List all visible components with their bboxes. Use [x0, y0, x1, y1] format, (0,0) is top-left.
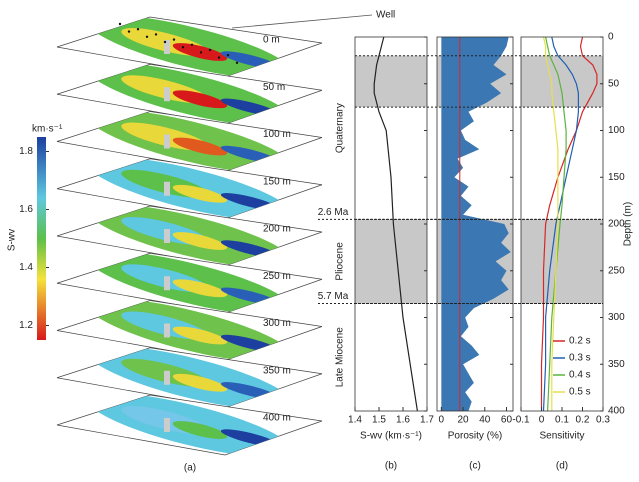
x-tick-label: 1.6 [396, 415, 410, 426]
panel-label: (a) [184, 463, 196, 474]
well-dot [127, 30, 131, 33]
x-tick-label: 0 [439, 415, 445, 426]
well-leader [231, 14, 373, 29]
colorbar [37, 137, 46, 340]
well-segment [164, 229, 170, 243]
x-tick-label: 1.7 [420, 415, 434, 426]
porosity-area [441, 37, 511, 411]
x-axis-label: S-wv (km·s⁻¹) [360, 431, 422, 442]
x-tick-label: 60 [501, 415, 513, 426]
slice-label: 400 m [263, 413, 291, 424]
x-axis-label: Porosity (%) [448, 431, 502, 442]
curve [542, 36, 579, 412]
x-tick-label: 0.1 [555, 415, 569, 426]
well-dot [136, 28, 140, 31]
panel-label: (c) [469, 461, 481, 472]
well-dot [226, 54, 230, 57]
colorbar-tick-label: 1.2 [19, 320, 33, 331]
slice-label: 300 m [263, 318, 291, 329]
y-tick-label: 200 [608, 219, 625, 230]
colorbar-tick-label: 1.4 [19, 262, 33, 273]
slice-label: 250 m [263, 271, 291, 282]
well-dot [190, 43, 194, 46]
well-segment [164, 323, 170, 338]
x-tick-label: 1.4 [348, 415, 362, 426]
well-segment [164, 87, 170, 102]
well-segment [164, 418, 170, 432]
x-tick-label: 0 [539, 415, 545, 426]
map-blob [172, 326, 228, 345]
well-dot [217, 56, 221, 59]
slice-label: 0 m [263, 35, 280, 46]
shaded-interval [355, 55, 427, 108]
well-dot [235, 61, 239, 64]
well-dot [172, 38, 176, 41]
well-dot [181, 46, 185, 49]
colorbar-tick-label: 1.8 [19, 146, 33, 157]
epoch-label: Pliocene [335, 242, 346, 281]
y-tick-label: 0 [608, 32, 614, 43]
map-blob [172, 373, 228, 392]
legend-label: 0.5 s [569, 387, 591, 398]
y-tick-label: 100 [608, 125, 625, 136]
y-tick-label: 400 [608, 406, 625, 417]
colorbar-unit: km·s⁻¹ [32, 124, 63, 135]
map-blob [172, 421, 228, 439]
x-tick-label: 40 [479, 415, 491, 426]
legend-label: 0.3 s [569, 353, 591, 364]
curve [373, 36, 418, 412]
legend-label: 0.2 s [569, 336, 591, 347]
boundary-label: 2.6 Ma [318, 207, 349, 218]
x-tick-label: 0.2 [576, 415, 590, 426]
well-dot [145, 35, 149, 38]
slice-label: 100 m [263, 129, 291, 140]
x-tick-label: 1.5 [372, 415, 386, 426]
well-dot [208, 48, 212, 52]
colorbar-label: S-wv [7, 229, 18, 251]
slice-label: 350 m [263, 365, 291, 376]
slice-label: 150 m [263, 176, 291, 187]
well-segment [164, 370, 170, 385]
shaded-interval [355, 219, 427, 304]
curve [545, 36, 567, 412]
map-blob [172, 137, 228, 156]
epoch-label: Quaternary [335, 103, 346, 153]
depth-label: Depth (m) [623, 202, 634, 246]
well-dot [163, 40, 167, 44]
well-dot [199, 51, 203, 54]
shaded-interval [521, 219, 603, 304]
colorbar-tick-label: 1.6 [19, 204, 33, 215]
y-tick-label: 300 [608, 312, 625, 323]
legend-label: 0.4 s [569, 370, 591, 381]
epoch-label: Late Miocene [335, 327, 346, 387]
x-tick-label: 20 [457, 415, 469, 426]
map-blob [172, 232, 228, 250]
well-dot [154, 33, 158, 36]
panel-label: (b) [385, 461, 397, 472]
x-axis-label: Sensitivity [539, 431, 584, 442]
well-segment [164, 181, 170, 196]
well-label: Well [376, 10, 395, 21]
y-tick-label: 350 [608, 359, 625, 370]
curve [542, 36, 559, 411]
well-segment [164, 276, 170, 291]
y-tick-label: 150 [608, 172, 625, 183]
slice-label: 200 m [263, 224, 291, 235]
x-tick-label: -0.1 [512, 415, 530, 426]
map-blob [172, 279, 228, 298]
well-dot [118, 22, 122, 26]
y-tick-label: 50 [608, 78, 620, 89]
well-segment [164, 40, 170, 54]
boundary-label: 5.7 Ma [318, 291, 349, 302]
panel-label: (d) [556, 461, 568, 472]
well-segment [164, 134, 170, 149]
map-blob [172, 184, 228, 203]
map-blob [172, 90, 228, 109]
x-tick-label: 0.3 [596, 415, 610, 426]
y-tick-label: 250 [608, 265, 625, 276]
slice-label: 50 m [263, 82, 285, 93]
